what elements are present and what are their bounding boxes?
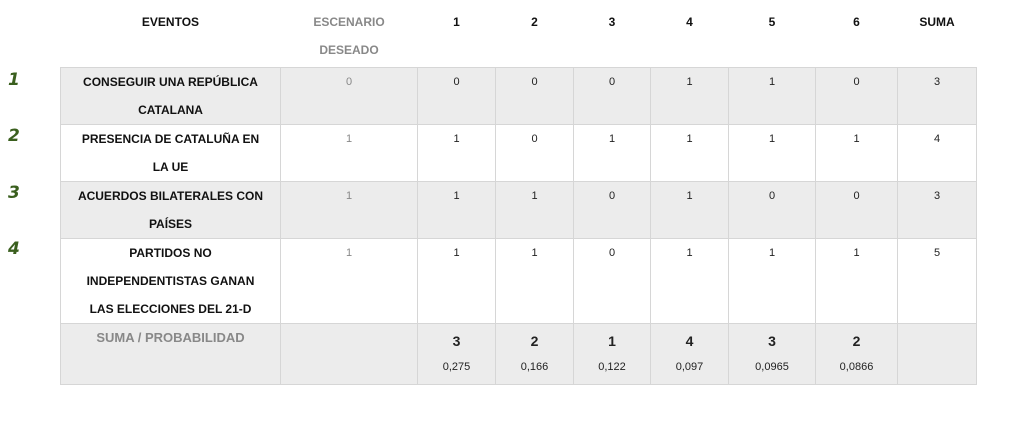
sum-cell: 3 bbox=[897, 67, 977, 125]
header-col: 1 bbox=[453, 15, 460, 29]
value-cell: 0 bbox=[728, 181, 816, 239]
event-cell: CONSEGUIR UNA REPÚBLICA CATALANA bbox=[60, 67, 281, 125]
row-number: 3 bbox=[8, 183, 20, 203]
value-cell: 1 bbox=[573, 124, 651, 182]
desired-cell: 0 bbox=[280, 67, 418, 125]
desired-cell: 1 bbox=[280, 181, 418, 239]
footer-sum: 2 bbox=[852, 333, 861, 349]
sum-cell: 3 bbox=[897, 181, 977, 239]
footer-cell: 3 0,0965 bbox=[728, 323, 816, 385]
footer-cell: 2 0,0866 bbox=[815, 323, 898, 385]
footer-sum: 4 bbox=[685, 333, 694, 349]
value-cell: 1 bbox=[650, 124, 729, 182]
footer-empty bbox=[280, 323, 418, 385]
footer-probability: 0,0965 bbox=[755, 361, 789, 373]
value-cell: 0 bbox=[573, 238, 651, 324]
value-cell: 0 bbox=[495, 124, 574, 182]
value-cell: 1 bbox=[650, 181, 729, 239]
header-col: 6 bbox=[853, 15, 860, 29]
header-row: EVENTOS ESCENARIO DESEADO 1 2 3 4 5 6 SU… bbox=[61, 8, 977, 68]
value-cell: 1 bbox=[728, 67, 816, 125]
sum-cell: 4 bbox=[897, 124, 977, 182]
table-row: PRESENCIA DE CATALUÑA EN LA UE 1 1 0 1 1 1 1 4 bbox=[60, 124, 977, 182]
footer-cell: 3 0,275 bbox=[417, 323, 496, 385]
footer-probability: 0,166 bbox=[520, 361, 549, 373]
value-cell: 0 bbox=[573, 181, 651, 239]
value-cell: 1 bbox=[417, 181, 496, 239]
header-escenario: ESCENARIO DESEADO bbox=[313, 15, 385, 57]
value-cell: 1 bbox=[417, 124, 496, 182]
table-row: CONSEGUIR UNA REPÚBLICA CATALANA 0 0 0 0 1 1 0 3 bbox=[60, 67, 977, 125]
header-col: 3 bbox=[608, 15, 616, 29]
event-cell: PRESENCIA DE CATALUÑA EN LA UE bbox=[60, 124, 281, 182]
value-cell: 1 bbox=[650, 238, 729, 324]
header-col: 5 bbox=[768, 15, 776, 29]
desired-cell: 1 bbox=[280, 238, 418, 324]
value-cell: 1 bbox=[495, 181, 574, 239]
footer-cell: 1 0,122 bbox=[573, 323, 651, 385]
footer-probability: 0,122 bbox=[598, 361, 626, 373]
value-cell: 0 bbox=[495, 67, 574, 125]
footer-label: SUMA / PROBABILIDAD bbox=[60, 323, 281, 385]
value-cell: 0 bbox=[815, 181, 898, 239]
footer-cell: 2 0,166 bbox=[495, 323, 574, 385]
value-cell: 1 bbox=[417, 238, 496, 324]
sum-cell: 5 bbox=[897, 238, 977, 324]
footer-empty bbox=[897, 323, 977, 385]
footer-sum: 3 bbox=[768, 333, 776, 349]
row-number: 4 bbox=[8, 239, 20, 259]
footer-sum: 1 bbox=[608, 333, 616, 349]
footer-sum: 2 bbox=[530, 333, 539, 349]
value-cell: 1 bbox=[728, 124, 816, 182]
footer-sum: 3 bbox=[452, 333, 461, 349]
value-cell: 1 bbox=[495, 238, 574, 324]
footer-probability: 0,0866 bbox=[839, 361, 874, 373]
header-col: 4 bbox=[686, 15, 693, 29]
row-number: 2 bbox=[8, 126, 20, 146]
header-eventos: EVENTOS bbox=[141, 15, 200, 29]
scenario-table: EVENTOS ESCENARIO DESEADO 1 2 3 4 5 6 SU… bbox=[60, 8, 977, 385]
event-cell: PARTIDOS NO INDEPENDENTISTAS GANAN LAS E… bbox=[60, 238, 281, 324]
footer-probability: 0,097 bbox=[675, 361, 704, 373]
footer-probability: 0,275 bbox=[442, 361, 471, 373]
desired-cell: 1 bbox=[280, 124, 418, 182]
value-cell: 1 bbox=[650, 67, 729, 125]
row-number: 1 bbox=[8, 70, 20, 90]
value-cell: 0 bbox=[417, 67, 496, 125]
footer-row: SUMA / PROBABILIDAD 3 0,275 2 0,166 1 0,122 4 0,… bbox=[60, 323, 977, 385]
footer-cell: 4 0,097 bbox=[650, 323, 729, 385]
table-row: PARTIDOS NO INDEPENDENTISTAS GANAN LAS E… bbox=[60, 238, 977, 324]
value-cell: 0 bbox=[815, 67, 898, 125]
header-suma: SUMA bbox=[919, 15, 955, 29]
value-cell: 1 bbox=[815, 238, 898, 324]
value-cell: 1 bbox=[815, 124, 898, 182]
table-row: ACUERDOS BILATERALES CON PAÍSES 1 1 1 0 1 0 0 3 bbox=[60, 181, 977, 239]
event-cell: ACUERDOS BILATERALES CON PAÍSES bbox=[60, 181, 281, 239]
value-cell: 1 bbox=[728, 238, 816, 324]
value-cell: 0 bbox=[573, 67, 651, 125]
header-col: 2 bbox=[531, 15, 538, 29]
